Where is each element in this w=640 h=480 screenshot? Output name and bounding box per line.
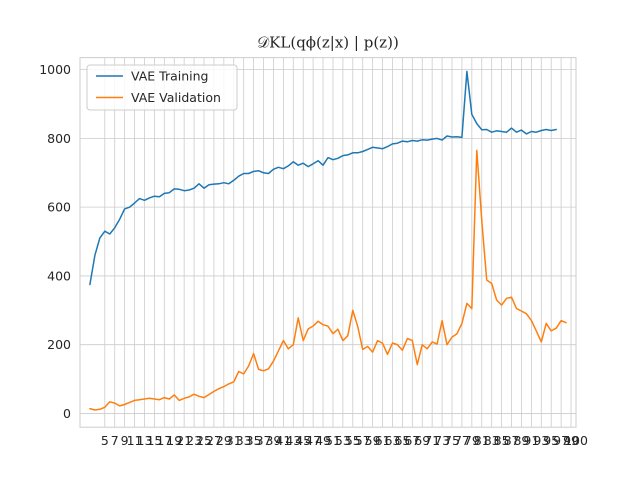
x-tick-label: 23 xyxy=(186,433,202,448)
x-tick-label: 49 xyxy=(315,433,331,448)
y-tick-label: 200 xyxy=(47,337,71,352)
x-tick-label: 37 xyxy=(256,433,272,448)
x-tick-label: 41 xyxy=(275,433,291,448)
y-tick-labels: 0 200 400 600 800 1000 xyxy=(39,62,71,421)
x-tick-label: 61 xyxy=(375,433,391,448)
x-tick-label: 17 xyxy=(156,433,172,448)
x-tick-label: 95 xyxy=(543,433,559,448)
y-tick-label: 1000 xyxy=(39,62,71,77)
x-tick-label: 21 xyxy=(176,433,192,448)
x-tick-label: 79 xyxy=(464,433,480,448)
x-tick-label: 15 xyxy=(146,433,162,448)
x-tick-label: 47 xyxy=(305,433,321,448)
y-tick-label: 0 xyxy=(63,406,71,421)
x-tick-label: 59 xyxy=(365,433,381,448)
plot-frame xyxy=(79,57,577,428)
series-line-validation xyxy=(89,149,567,411)
y-tick-label: 400 xyxy=(47,268,71,283)
x-tick-label: 97 xyxy=(553,433,569,448)
x-tick-label: 71 xyxy=(424,433,440,448)
x-tick-label: 25 xyxy=(196,433,212,448)
x-tick-label: 19 xyxy=(166,433,182,448)
x-tick-label: 93 xyxy=(533,433,549,448)
x-tick-label: 53 xyxy=(335,433,351,448)
series-lines xyxy=(89,70,567,411)
x-tick-label: 100 xyxy=(564,433,588,448)
x-tick-label: 83 xyxy=(484,433,500,448)
x-tick-label: 11 xyxy=(127,433,143,448)
legend: VAE Training VAE Validation xyxy=(86,64,238,111)
x-tick-label: 87 xyxy=(504,433,520,448)
x-tick-label: 27 xyxy=(206,433,222,448)
x-tick-label: 57 xyxy=(355,433,371,448)
x-tick-label: 99 xyxy=(563,433,579,448)
plot-area xyxy=(80,57,576,428)
legend-box xyxy=(86,64,238,111)
x-tick-label: 81 xyxy=(474,433,490,448)
x-tick-label: 9 xyxy=(121,433,129,448)
x-tick-label: 55 xyxy=(345,433,361,448)
x-tick-label: 89 xyxy=(513,433,529,448)
x-tick-label: 75 xyxy=(444,433,460,448)
x-tick-label: 7 xyxy=(111,433,119,448)
x-tick-label: 65 xyxy=(394,433,410,448)
x-tick-label: 29 xyxy=(216,433,232,448)
x-tick-label: 91 xyxy=(523,433,539,448)
x-tick-label: 43 xyxy=(285,433,301,448)
legend-label-training: VAE Training xyxy=(131,69,209,84)
y-tick-label: 600 xyxy=(47,200,71,215)
legend-label-validation: VAE Validation xyxy=(131,90,221,105)
x-tick-label: 63 xyxy=(385,433,401,448)
chart-title: 𝒟KL(qϕ(z|x) | p(z)) xyxy=(257,34,399,52)
x-tick-label: 73 xyxy=(434,433,450,448)
x-tick-label: 31 xyxy=(226,433,242,448)
x-tick-label: 51 xyxy=(325,433,341,448)
y-tick-label: 800 xyxy=(47,131,71,146)
x-tick-label: 5 xyxy=(101,433,109,448)
x-tick-label: 69 xyxy=(414,433,430,448)
x-tick-label: 45 xyxy=(295,433,311,448)
x-tick-label: 77 xyxy=(454,433,470,448)
x-tick-label: 33 xyxy=(236,433,252,448)
x-tick-label: 13 xyxy=(137,433,153,448)
x-tick-label: 85 xyxy=(494,433,510,448)
x-tick-label: 39 xyxy=(265,433,281,448)
x-tick-label: 35 xyxy=(246,433,262,448)
x-tick-label: 67 xyxy=(404,433,420,448)
x-tick-labels: 5 7 91113151719212325272931333537394143454… xyxy=(101,433,588,448)
series-line-training xyxy=(89,70,557,286)
